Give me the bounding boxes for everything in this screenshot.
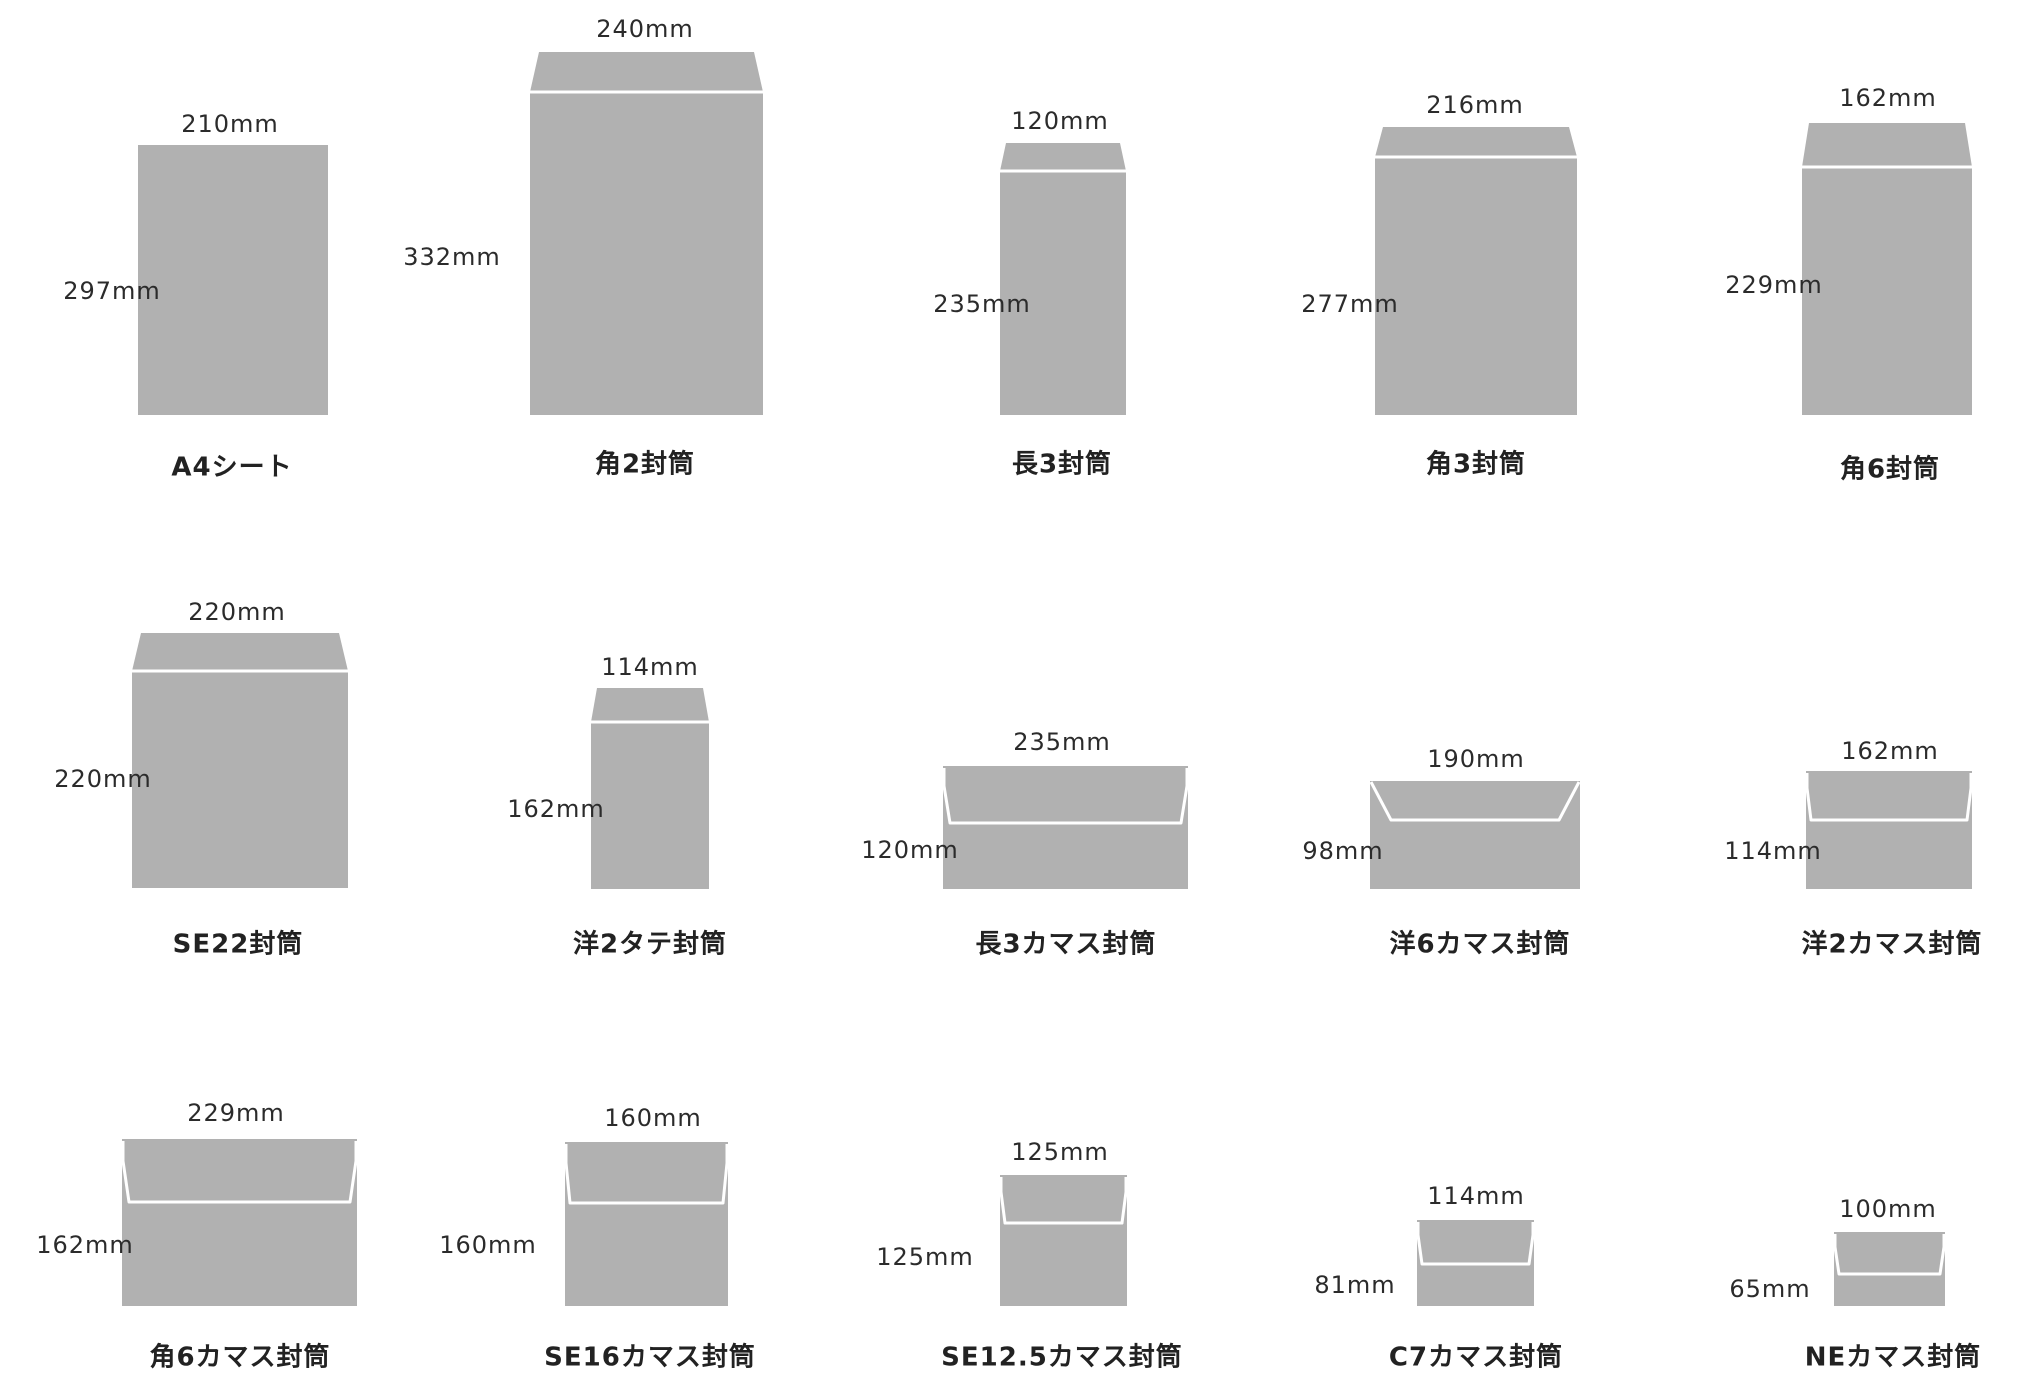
width-label: 229mm <box>187 1099 285 1127</box>
flap-outline <box>1833 1234 1946 1276</box>
width-label: 114mm <box>1427 1182 1525 1210</box>
height-label: 162mm <box>507 795 605 823</box>
envelope-name: 角6カマス封筒 <box>149 1342 330 1373</box>
width-label: 220mm <box>188 598 286 626</box>
envelope-flap <box>530 52 763 92</box>
envelope-item-15: 100mm 65mm NEカマス封筒 <box>1729 1195 1982 1373</box>
height-label: 229mm <box>1725 271 1823 299</box>
flap-outline <box>564 1144 729 1205</box>
height-label: 120mm <box>861 836 959 864</box>
envelope-name: A4シート <box>171 453 292 483</box>
envelope-flap <box>591 688 709 722</box>
flap-outline <box>1805 773 1973 822</box>
envelope-name: 角6封筒 <box>1840 454 1940 485</box>
height-label: 220mm <box>54 765 152 793</box>
width-label: 216mm <box>1426 91 1524 119</box>
envelope-body <box>132 671 348 888</box>
width-label: 120mm <box>1011 107 1109 135</box>
envelope-name: 角2封筒 <box>595 449 695 480</box>
envelope-item-12: 160mm 160mm SE16カマス封筒 <box>439 1104 756 1373</box>
envelope-body <box>1834 1232 1945 1306</box>
envelope-body <box>1802 167 1972 415</box>
envelope-name: SE16カマス封筒 <box>544 1342 756 1373</box>
envelope-item-3: 120mm 235mm 長3封筒 <box>933 107 1126 480</box>
envelope-body <box>1000 171 1126 415</box>
envelope-name: C7カマス封筒 <box>1389 1342 1563 1373</box>
height-label: 125mm <box>876 1243 974 1271</box>
width-label: 162mm <box>1839 84 1937 112</box>
width-label: 160mm <box>604 1104 702 1132</box>
width-label: 114mm <box>601 653 699 681</box>
envelope-flap <box>1000 143 1126 171</box>
envelope-body <box>1000 1175 1127 1306</box>
width-label: 240mm <box>596 15 694 43</box>
envelope-body <box>1370 781 1580 889</box>
height-label: 160mm <box>439 1231 537 1259</box>
flap-outline <box>999 1177 1128 1225</box>
envelope-body <box>1375 157 1577 415</box>
envelope-name: 洋2カマス封筒 <box>1801 929 1982 960</box>
width-label: 190mm <box>1427 745 1525 773</box>
width-label: 162mm <box>1841 737 1939 765</box>
envelope-body <box>565 1142 728 1306</box>
flap-outline <box>121 1141 358 1204</box>
height-label: 297mm <box>63 277 161 305</box>
envelope-body <box>943 766 1188 889</box>
envelope-name: SE22封筒 <box>173 929 304 960</box>
envelope-flap <box>1375 127 1577 157</box>
height-label: 81mm <box>1314 1271 1395 1299</box>
envelope-body <box>122 1139 357 1306</box>
envelope-body <box>1806 771 1972 889</box>
envelope-item-1: 210mm 297mm A4シート <box>63 110 328 483</box>
envelope-body <box>530 92 763 415</box>
envelope-body <box>591 722 709 889</box>
envelope-item-9: 190mm 98mm 洋6カマス封筒 <box>1302 745 1581 960</box>
width-label: 100mm <box>1839 1195 1937 1223</box>
envelope-item-4: 216mm 277mm 角3封筒 <box>1301 91 1577 480</box>
flap-outline <box>1416 1222 1535 1266</box>
envelope-name: SE12.5カマス封筒 <box>941 1342 1183 1373</box>
width-label: 210mm <box>181 110 279 138</box>
height-label: 162mm <box>36 1231 134 1259</box>
height-label: 332mm <box>403 243 501 271</box>
envelope-item-10: 162mm 114mm 洋2カマス封筒 <box>1724 737 1982 960</box>
envelope-item-14: 114mm 81mm C7カマス封筒 <box>1314 1182 1563 1373</box>
envelope-item-8: 235mm 120mm 長3カマス封筒 <box>861 728 1189 960</box>
width-label: 125mm <box>1011 1138 1109 1166</box>
envelope-item-2: 240mm 332mm 角2封筒 <box>403 15 763 480</box>
envelope-flap <box>132 633 348 671</box>
height-label: 114mm <box>1724 837 1822 865</box>
flap-outline <box>1369 781 1581 822</box>
envelope-name: 長3封筒 <box>1012 449 1112 480</box>
height-label: 235mm <box>933 290 1031 318</box>
flap-outline <box>942 768 1189 825</box>
envelope-item-7: 114mm 162mm 洋2タテ封筒 <box>507 653 727 960</box>
envelope-name: 角3封筒 <box>1426 449 1526 480</box>
envelope-item-5: 162mm 229mm 角6封筒 <box>1725 84 1972 485</box>
envelope-item-11: 229mm 162mm 角6カマス封筒 <box>36 1099 358 1373</box>
envelope-item-6: 220mm 220mm SE22封筒 <box>54 598 348 960</box>
envelope-name: 洋6カマス封筒 <box>1389 929 1570 960</box>
envelope-name: 長3カマス封筒 <box>975 929 1156 960</box>
height-label: 277mm <box>1301 290 1399 318</box>
envelope-flap <box>1802 123 1972 167</box>
height-label: 98mm <box>1302 837 1383 865</box>
envelope-name: NEカマス封筒 <box>1805 1342 1982 1373</box>
width-label: 235mm <box>1013 728 1111 756</box>
envelope-item-13: 125mm 125mm SE12.5カマス封筒 <box>876 1138 1183 1373</box>
sheet-shape <box>138 145 328 415</box>
height-label: 65mm <box>1729 1275 1810 1303</box>
envelope-name: 洋2タテ封筒 <box>573 929 727 960</box>
